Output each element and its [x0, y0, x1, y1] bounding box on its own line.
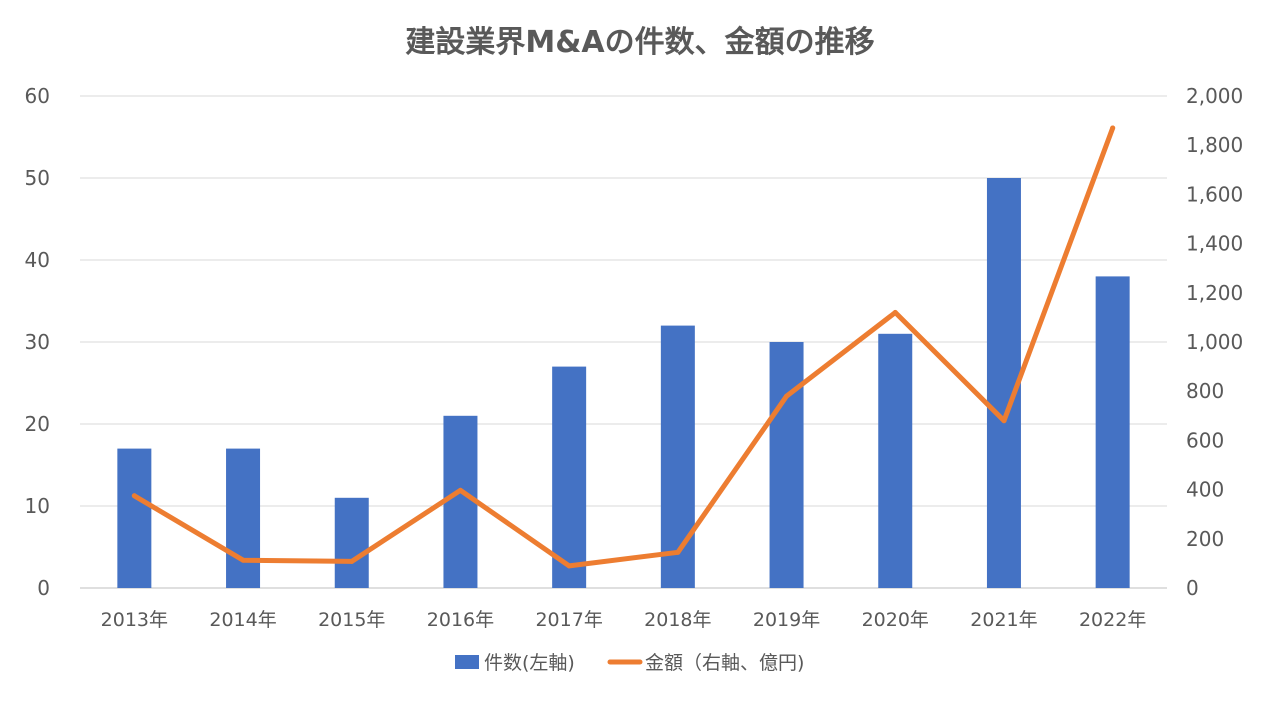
line-point: [675, 549, 681, 555]
bar-series: [117, 178, 1130, 588]
line-point: [349, 558, 355, 564]
bar: [226, 448, 261, 588]
x-tick-label: 2017年: [535, 609, 602, 631]
legend-label-bar: 件数(左軸): [484, 652, 575, 674]
line-point: [892, 309, 898, 315]
right-axis-ticks: 0 200 400 600 800 1,000 1,200 1,400 1,600 1,800 2,…: [1186, 84, 1243, 600]
bar: [878, 333, 913, 588]
line-point: [566, 563, 572, 569]
left-axis-ticks: 0 10 20 30 40 50 60: [25, 84, 50, 600]
right-tick-label: 400: [1186, 478, 1224, 502]
x-tick-label: 2015年: [318, 609, 385, 631]
bar: [334, 497, 369, 588]
right-tick-label: 0: [1186, 576, 1199, 600]
x-tick-label: 2020年: [862, 609, 929, 631]
bar: [660, 325, 695, 588]
left-tick-label: 50: [25, 166, 50, 190]
line-point: [784, 393, 790, 399]
bar: [552, 366, 587, 588]
right-tick-label: 1,600: [1186, 182, 1243, 206]
line-point: [131, 493, 137, 499]
left-tick-label: 30: [25, 330, 50, 354]
right-tick-label: 2,000: [1186, 84, 1243, 108]
x-tick-label: 2022年: [1079, 609, 1146, 631]
bar: [117, 448, 152, 588]
x-tick-label: 2018年: [644, 609, 711, 631]
line-point: [457, 487, 463, 493]
bar: [443, 415, 478, 588]
x-tick-label: 2016年: [427, 609, 494, 631]
right-tick-label: 1,000: [1186, 330, 1243, 354]
right-tick-label: 1,400: [1186, 232, 1243, 256]
left-tick-label: 0: [37, 576, 50, 600]
right-tick-label: 200: [1186, 527, 1224, 551]
bar: [1095, 276, 1130, 588]
x-tick-label: 2014年: [209, 609, 276, 631]
right-tick-label: 1,800: [1186, 133, 1243, 157]
bar: [769, 342, 804, 588]
line-point: [240, 557, 246, 563]
line-series: [131, 125, 1116, 569]
bar: [986, 178, 1021, 588]
left-tick-label: 20: [25, 412, 50, 436]
left-tick-label: 60: [25, 84, 50, 108]
right-tick-label: 600: [1186, 428, 1224, 452]
right-tick-label: 1,200: [1186, 281, 1243, 305]
legend-swatch-bar: [455, 655, 479, 669]
chart-title: 建設業界M&Aの件数、金額の推移: [405, 25, 874, 60]
left-tick-label: 10: [25, 494, 50, 518]
x-tick-label: 2013年: [101, 609, 168, 631]
legend: 件数(左軸) 金額（右軸、億円): [455, 652, 804, 674]
series-line: [131, 125, 1116, 569]
gridlines: [80, 95, 1167, 589]
left-tick-label: 40: [25, 248, 50, 272]
legend-label-line: 金額（右軸、億円): [645, 652, 804, 674]
x-tick-label: 2019年: [753, 609, 820, 631]
line-point: [1110, 125, 1116, 131]
x-axis-ticks: 2013年 2014年 2015年 2016年 2017年 2018年 2019年 2020年…: [101, 609, 1147, 631]
right-tick-label: 800: [1186, 379, 1224, 403]
line-point: [1001, 418, 1007, 424]
x-tick-label: 2021年: [970, 609, 1037, 631]
